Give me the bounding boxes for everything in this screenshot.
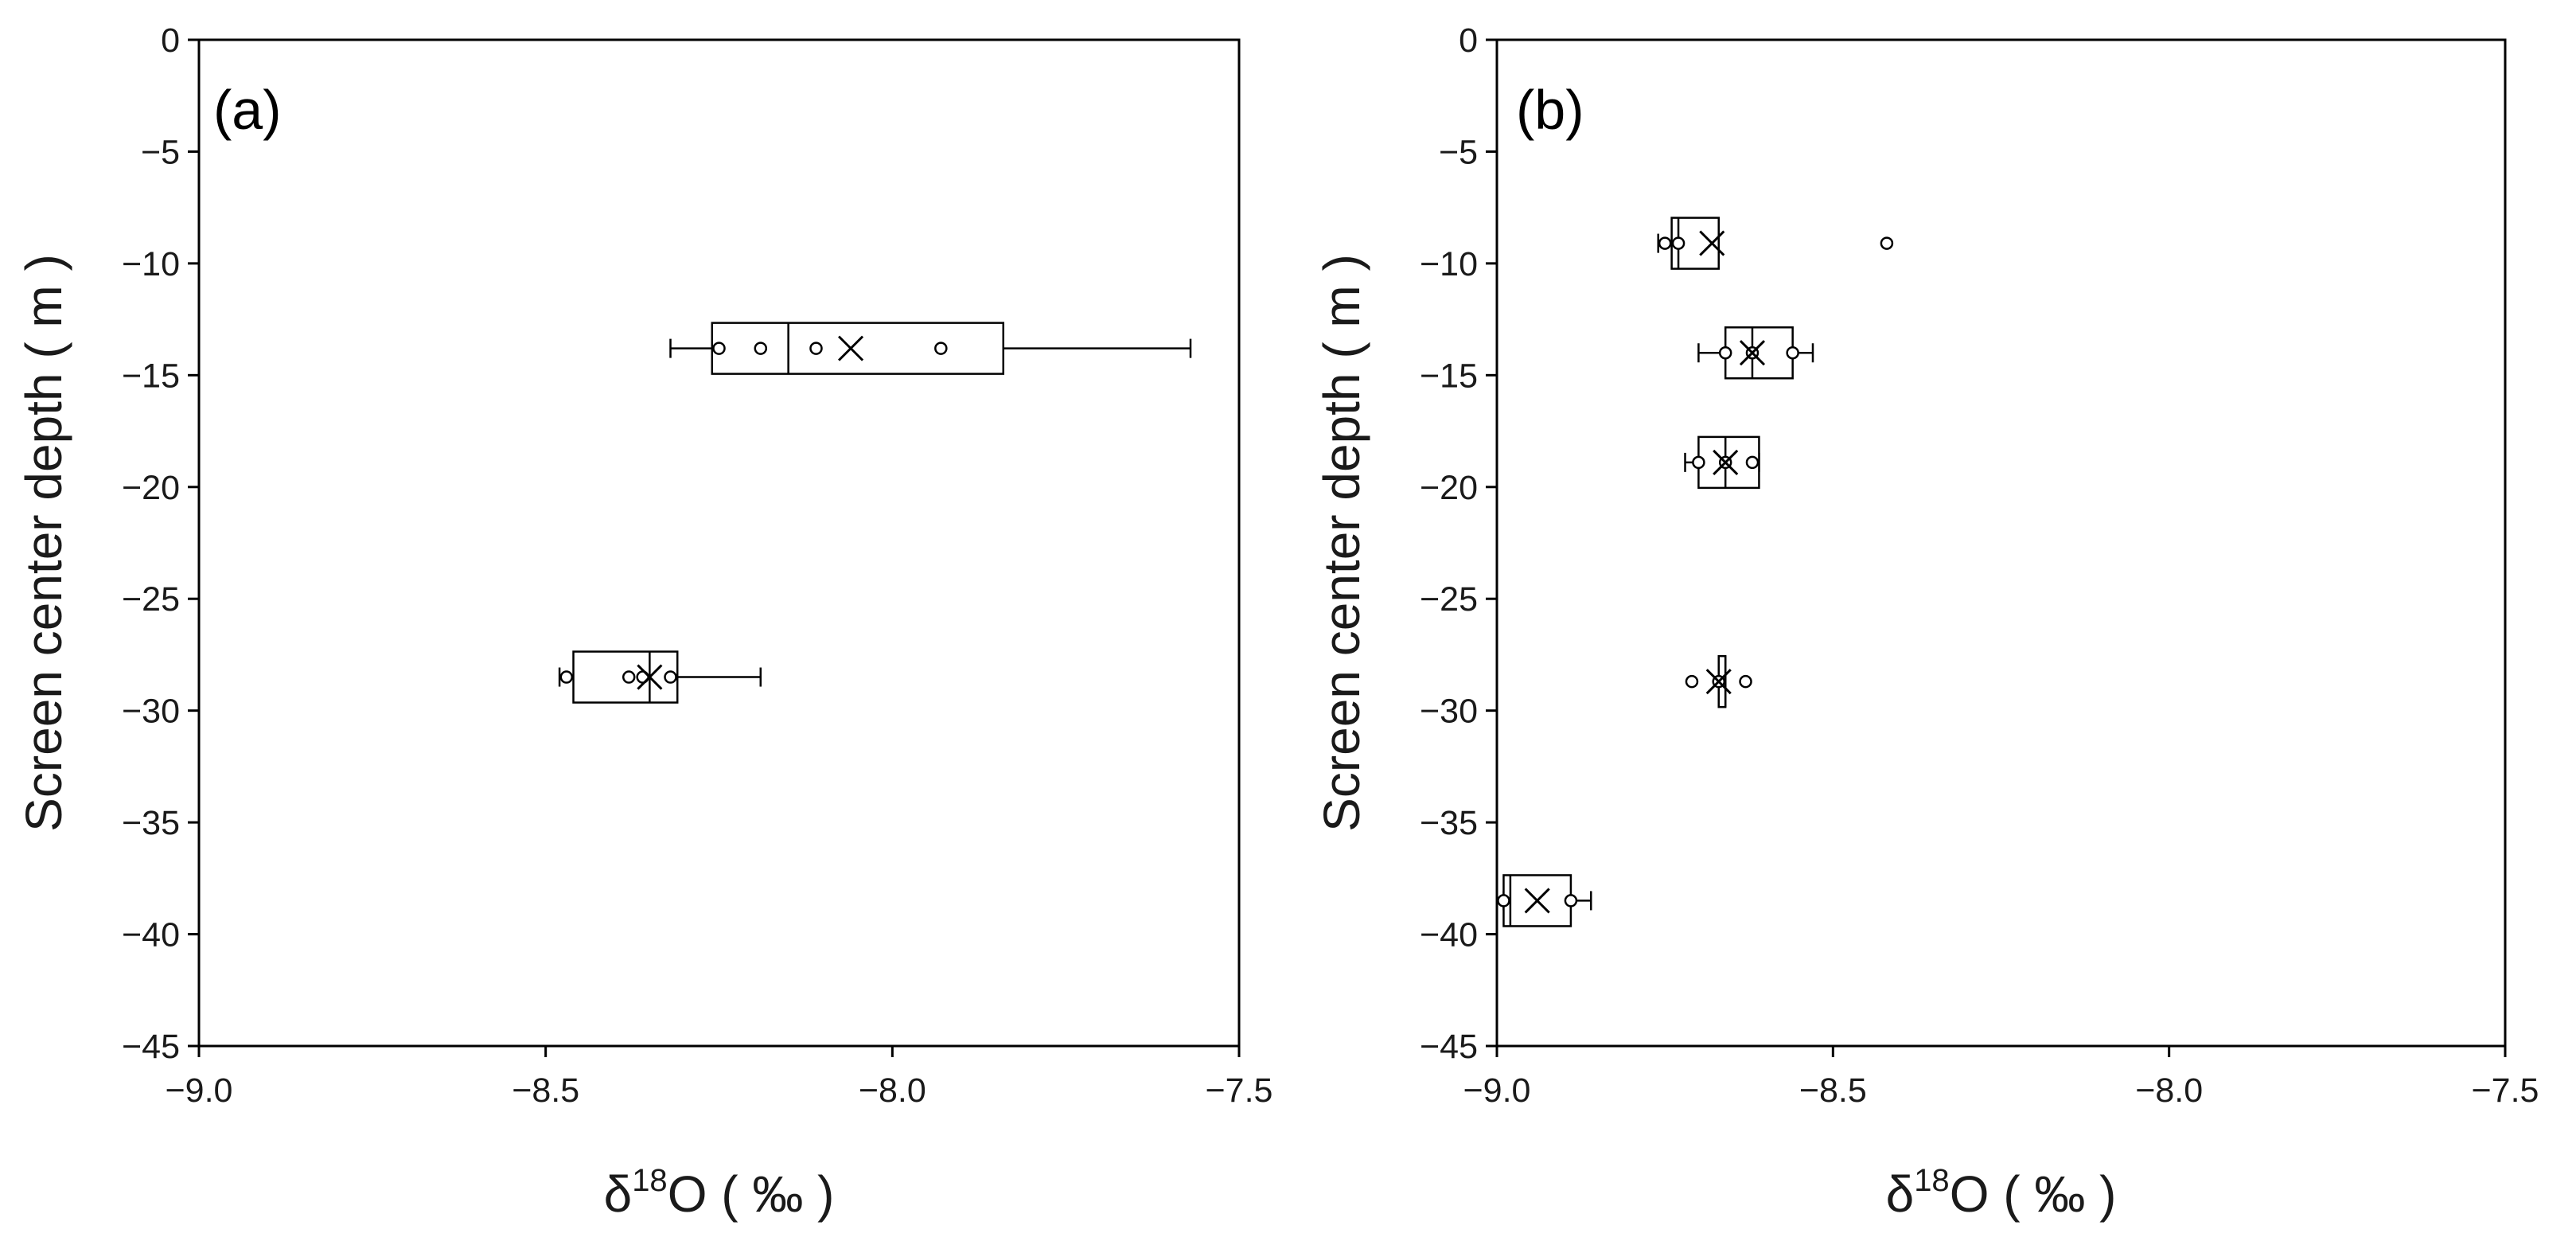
y-tick-label: −20 (1420, 469, 1478, 507)
y-tick-label: −25 (122, 580, 180, 619)
y-tick-label: −10 (122, 245, 180, 283)
y-tick-label: −30 (122, 693, 180, 731)
x-axis-label-superscript: 18 (632, 1163, 668, 1198)
plot-area (1495, 38, 2507, 1048)
mean-marker (1705, 669, 1732, 695)
box-plot (669, 322, 1192, 375)
x-tick-label: −8.5 (512, 1071, 579, 1110)
y-tick-label: −10 (1420, 245, 1478, 283)
data-point (1692, 455, 1705, 470)
data-point (1497, 894, 1510, 907)
x-tick-label: −8.0 (859, 1071, 926, 1110)
box-plot (1697, 326, 1814, 380)
box-plot (1684, 435, 1760, 490)
panel-label: (a) (213, 79, 282, 141)
x-tick-label: −7.5 (1206, 1071, 1273, 1110)
y-tick-label: −15 (1420, 357, 1478, 395)
data-point (1745, 455, 1760, 470)
data-point (1685, 674, 1699, 689)
mean-marker (637, 664, 663, 690)
x-axis-label-base: δ (604, 1165, 633, 1223)
x-tick-label: −9.0 (166, 1071, 233, 1110)
y-tick-label: −45 (1420, 1028, 1478, 1066)
mean-marker (1739, 340, 1766, 366)
data-point (1739, 674, 1752, 689)
data-point (1880, 236, 1894, 250)
data-point (754, 342, 768, 355)
data-point (559, 670, 574, 684)
mean-marker (1699, 230, 1725, 256)
data-point (1671, 236, 1686, 250)
data-point (1786, 345, 1799, 360)
data-point (1658, 236, 1672, 250)
y-tick-label: 0 (1459, 21, 1478, 60)
data-point (934, 342, 948, 355)
plot-area (197, 38, 1241, 1048)
data-point (664, 670, 677, 684)
y-tick-label: −40 (1420, 916, 1478, 954)
y-tick-label: −25 (1420, 580, 1478, 619)
y-tick-label: −35 (1420, 804, 1478, 842)
x-tick-label: −8.5 (1799, 1071, 1867, 1110)
x-axis-label-rest: O ( ‰ ) (668, 1165, 835, 1223)
iqr-box (711, 322, 1004, 375)
box-plot (1657, 217, 1894, 270)
panel-b: 0 −5 −10 −15 −20 −25 −30 −35 −40 −45 −9.0 −8.5 −8.0 −… (1313, 21, 2539, 1223)
y-axis-label: Screen center depth ( m ) (1313, 254, 1370, 832)
mean-marker (837, 335, 864, 361)
x-tick-label: −8.0 (2135, 1071, 2203, 1110)
x-axis-label-rest: O ( ‰ ) (1950, 1165, 2117, 1223)
x-axis-label-superscript: 18 (1914, 1163, 1950, 1198)
box-plot (558, 650, 762, 704)
x-tick-label: −7.5 (2472, 1071, 2539, 1110)
y-tick-label: 0 (161, 21, 180, 60)
y-tick-label: −15 (122, 357, 180, 395)
x-axis-label: δ18O ( ‰ ) (604, 1163, 835, 1223)
data-point (712, 342, 726, 355)
y-axis-label: Screen center depth ( m ) (15, 254, 72, 832)
mean-marker (1524, 888, 1550, 914)
panel-label: (b) (1516, 79, 1584, 141)
data-point (1718, 345, 1732, 360)
y-tick-label: −40 (122, 916, 180, 954)
x-axis-label: δ18O ( ‰ ) (1886, 1163, 2117, 1223)
y-tick-label: −20 (122, 469, 180, 507)
x-axis-label-base: δ (1886, 1165, 1915, 1223)
box-plot (1685, 654, 1752, 708)
y-tick-label: −5 (141, 133, 180, 171)
y-tick-label: −45 (122, 1028, 180, 1066)
mean-marker (1713, 449, 1739, 475)
data-point (622, 670, 636, 684)
data-point (1564, 894, 1578, 907)
iqr-box (1724, 326, 1794, 380)
panel-a: 0 −5 −10 −15 −20 −25 −30 −35 −40 −45 −9.0 −8.5 −8.0 −… (15, 21, 1272, 1223)
y-tick-label: −30 (1420, 693, 1478, 731)
y-tick-label: −35 (122, 804, 180, 842)
y-tick-label: −5 (1439, 133, 1478, 171)
data-point (809, 342, 823, 355)
box-plot (1497, 874, 1592, 927)
x-tick-label: −9.0 (1463, 1071, 1531, 1110)
